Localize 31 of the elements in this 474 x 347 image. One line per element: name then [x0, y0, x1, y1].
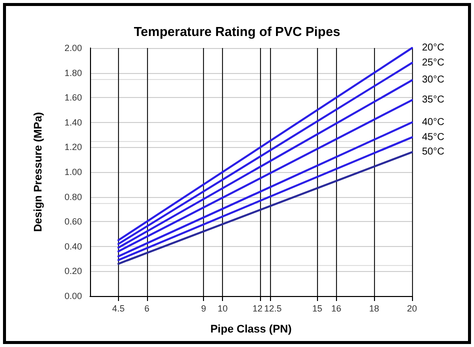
x-tick-label: 12: [252, 304, 262, 314]
y-tick-label: 0.80: [64, 192, 82, 202]
y-axis-title: Design Pressure (MPa): [32, 112, 44, 232]
x-tick-label: 20: [406, 304, 418, 314]
x-tick-label: 10: [218, 304, 228, 314]
y-tick-label: 0.00: [64, 291, 82, 301]
x-tick-label: 15: [312, 304, 322, 314]
x-tick-label: 16: [331, 304, 342, 314]
x-tick-label: 4.5: [112, 304, 125, 314]
x-tick-label: 12.5: [264, 304, 282, 314]
y-tick-label: 0.20: [64, 266, 82, 276]
series-label: 50°C: [422, 146, 444, 158]
y-tick-label: 0.60: [64, 216, 82, 227]
x-tick-label: 9: [201, 304, 206, 314]
y-tick-label: 1.80: [64, 68, 82, 78]
series-label: 30°C: [422, 74, 444, 86]
y-tick-label: 1.00: [64, 167, 82, 177]
series-label: 40°C: [422, 116, 444, 128]
y-tick-label: 1.60: [64, 92, 82, 103]
x-tick-label: 6: [144, 304, 150, 314]
chart-title: Temperature Rating of PVC Pipes: [134, 24, 340, 39]
series-label: 25°C: [422, 57, 444, 68]
x-tick-label: 18: [369, 304, 380, 314]
series-label: 20°C: [422, 42, 444, 54]
y-tick-label: 1.40: [64, 117, 82, 128]
y-tick-label: 0.40: [64, 241, 82, 252]
y-tick-label: 1.20: [64, 142, 82, 152]
y-tick-label: 2.00: [64, 43, 82, 53]
series-label: 35°C: [422, 94, 444, 106]
series-label: 45°C: [422, 132, 444, 143]
x-axis-title: Pipe Class (PN): [210, 324, 292, 336]
